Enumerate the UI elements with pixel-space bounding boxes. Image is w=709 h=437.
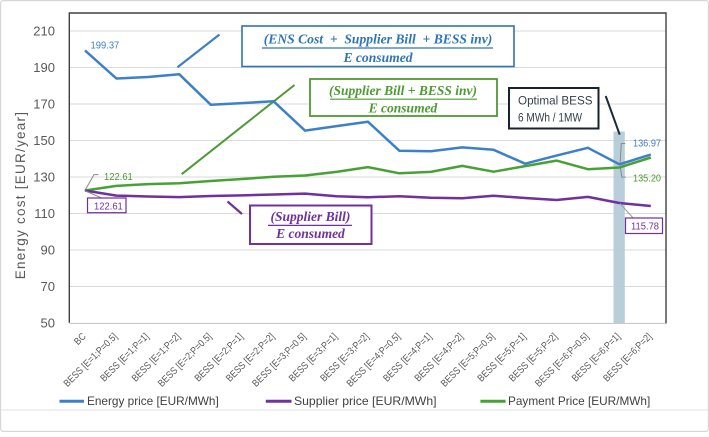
svg-text:70: 70 bbox=[41, 279, 55, 294]
svg-text:135.20: 135.20 bbox=[633, 174, 661, 185]
svg-text:136.97: 136.97 bbox=[633, 139, 661, 150]
svg-text:(ENS Cost + Supplier Bill +: (ENS Cost + Supplier Bill + BESS inv) bbox=[264, 32, 493, 48]
svg-text:(Supplier Bill): (Supplier Bill) bbox=[271, 209, 351, 224]
svg-text:199.37: 199.37 bbox=[91, 41, 120, 52]
svg-text:190: 190 bbox=[33, 60, 55, 75]
svg-text:210: 210 bbox=[33, 24, 55, 39]
svg-text:150: 150 bbox=[33, 133, 55, 148]
svg-text:E consumed: E consumed bbox=[342, 50, 412, 65]
svg-text:(Supplier Bill + BESS inv): (Supplier Bill + BESS inv) bbox=[329, 83, 477, 98]
svg-text:122.61: 122.61 bbox=[104, 172, 133, 183]
svg-text:130: 130 bbox=[33, 170, 55, 185]
svg-text:122.61: 122.61 bbox=[94, 202, 123, 213]
svg-text:90: 90 bbox=[41, 243, 55, 258]
svg-text:Supplier price [EUR/MWh]: Supplier price [EUR/MWh] bbox=[294, 394, 437, 408]
svg-text:110: 110 bbox=[34, 206, 55, 221]
svg-text:Energy cost [EUR/year]: Energy cost [EUR/year] bbox=[13, 111, 28, 280]
svg-text:Payment Price [EUR/MWh]: Payment Price [EUR/MWh] bbox=[508, 394, 650, 408]
svg-text:E consumed: E consumed bbox=[368, 101, 438, 116]
svg-text:E consumed: E consumed bbox=[275, 226, 345, 241]
svg-text:115.78: 115.78 bbox=[631, 222, 659, 233]
svg-text:170: 170 bbox=[33, 97, 55, 112]
svg-text:Optimal BESS: Optimal BESS bbox=[518, 94, 593, 108]
svg-text:Energy price [EUR/MWh]: Energy price [EUR/MWh] bbox=[87, 394, 219, 408]
svg-text:6 MWh / 1MW: 6 MWh / 1MW bbox=[518, 111, 582, 125]
svg-text:50: 50 bbox=[41, 316, 55, 331]
